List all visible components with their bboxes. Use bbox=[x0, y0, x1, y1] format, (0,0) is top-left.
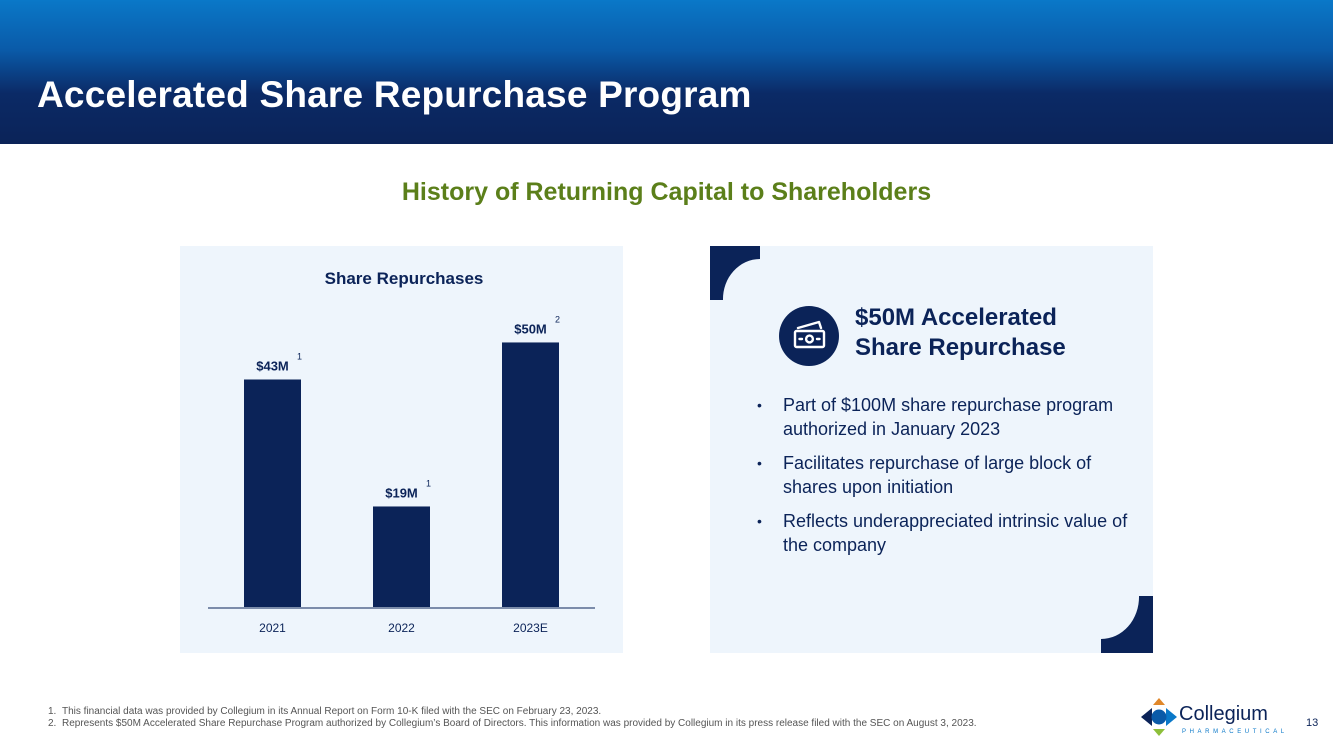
corner-accent-top-left bbox=[710, 246, 760, 300]
x-tick-label: 2022 bbox=[388, 621, 415, 635]
bar-value-label: $43M bbox=[256, 358, 289, 373]
info-title: $50M Accelerated Share Repurchase bbox=[855, 303, 1066, 363]
bullet-dot-icon: • bbox=[757, 397, 762, 413]
bullet-dot-icon: • bbox=[757, 513, 762, 529]
logo-mark-icon bbox=[1141, 698, 1177, 736]
footnote-text: Represents $50M Accelerated Share Repurc… bbox=[62, 718, 977, 729]
chart-panel: Share Repurchases $43M 1 2021 $19M 1 2022 $50M… bbox=[180, 246, 623, 653]
info-title-line1: $50M Accelerated bbox=[855, 304, 1057, 331]
company-logo: Collegium PHARMACEUTICAL bbox=[1140, 697, 1284, 739]
bar-2021 bbox=[244, 379, 301, 607]
bullet-text: Facilitates repurchase of large block of… bbox=[783, 453, 1092, 497]
bar-2022 bbox=[373, 506, 430, 607]
bullet-text: Reflects underappreciated intrinsic valu… bbox=[783, 511, 1128, 555]
chart-title: Share Repurchases bbox=[325, 269, 484, 288]
footnote-1: 1. This financial data was provided by Co… bbox=[48, 706, 1008, 718]
share-repurchases-chart: Share Repurchases $43M 1 2021 $19M 1 2022 $50M… bbox=[208, 269, 595, 635]
logo-tagline: PHARMACEUTICAL bbox=[1182, 729, 1288, 735]
bullet-item: • Part of $100M share repurchase program … bbox=[755, 393, 1135, 441]
footnote-number: 1. bbox=[48, 706, 57, 717]
x-tick-label: 2023E bbox=[513, 621, 548, 635]
x-tick-label: 2021 bbox=[259, 621, 286, 635]
money-icon bbox=[779, 306, 839, 366]
section-subtitle: History of Returning Capital to Sharehol… bbox=[401, 178, 932, 206]
bullet-list: • Part of $100M share repurchase program … bbox=[755, 393, 1135, 567]
corner-accent-bottom-right bbox=[1101, 596, 1153, 653]
page-title: Accelerated Share Repurchase Program bbox=[37, 74, 752, 115]
bullet-dot-icon: • bbox=[757, 455, 762, 471]
slide-header: Accelerated Share Repurchase Program bbox=[0, 0, 1333, 144]
bar-footnote-ref: 1 bbox=[426, 478, 431, 488]
bar-footnote-ref: 1 bbox=[297, 351, 302, 361]
footnotes: 1. This financial data was provided by Co… bbox=[48, 706, 1008, 730]
footnote-2: 2. Represents $50M Accelerated Share Repu… bbox=[48, 718, 1008, 730]
bullet-text: Part of $100M share repurchase program a… bbox=[783, 395, 1114, 439]
logo-name: Collegium bbox=[1179, 703, 1268, 725]
bullet-item: • Facilitates repurchase of large block o… bbox=[755, 451, 1135, 499]
bullet-item: • Reflects underappreciated intrinsic val… bbox=[755, 509, 1135, 557]
info-title-line2: Share Repurchase bbox=[855, 334, 1066, 361]
info-panel: $50M Accelerated Share Repurchase • Part … bbox=[710, 246, 1153, 653]
footnote-text: This financial data was provided by Coll… bbox=[62, 706, 602, 717]
footnote-number: 2. bbox=[48, 718, 57, 729]
bar-footnote-ref: 2 bbox=[555, 314, 560, 324]
bar-value-label: $50M bbox=[514, 321, 547, 336]
page-number: 13 bbox=[1306, 717, 1319, 729]
bar-2023E bbox=[502, 342, 559, 607]
bar-value-label: $19M bbox=[385, 485, 418, 500]
bars-group: $43M 1 2021 $19M 1 2022 $50M 2 2023E bbox=[244, 314, 560, 635]
